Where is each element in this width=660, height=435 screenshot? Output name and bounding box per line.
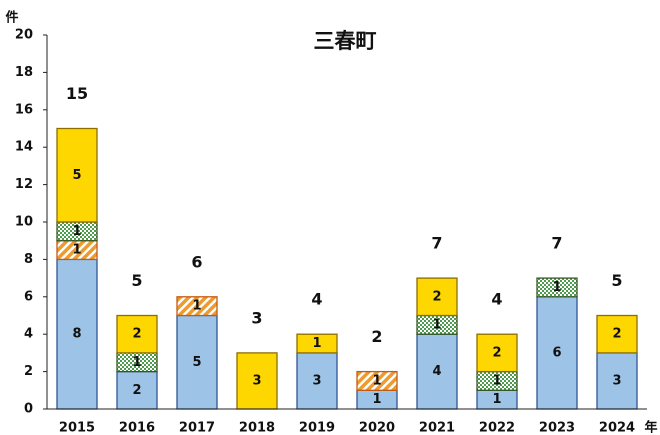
x-tick-label: 2017 <box>179 421 215 435</box>
bar-segment <box>476 333 518 373</box>
bar-segment <box>596 314 638 354</box>
segment-label: 1 <box>72 243 81 258</box>
segment-label: 3 <box>612 373 621 388</box>
segment-label: 1 <box>192 299 201 314</box>
segment-label: 1 <box>552 280 561 295</box>
y-tick-label: 10 <box>15 215 33 230</box>
segment-label: 6 <box>552 345 561 360</box>
segment-label: 3 <box>252 373 261 388</box>
bar-segment <box>176 296 218 317</box>
y-tick-label: 2 <box>24 364 33 379</box>
x-tick-label: 2022 <box>479 421 515 435</box>
total-label: 2 <box>371 327 382 346</box>
segment-label: 4 <box>432 364 441 379</box>
y-tick-label: 20 <box>15 28 33 43</box>
total-label: 5 <box>131 271 142 290</box>
total-label: 4 <box>311 290 322 309</box>
segment-label: 1 <box>372 373 381 388</box>
x-tick-label: 2015 <box>59 421 95 435</box>
x-tick-label: 2020 <box>359 421 395 435</box>
total-label: 3 <box>251 308 262 327</box>
segment-label: 5 <box>72 168 81 183</box>
bar-segment <box>296 352 338 410</box>
y-unit: 件 <box>5 10 18 26</box>
segment-label: 1 <box>72 224 81 239</box>
total-label: 4 <box>491 290 502 309</box>
segment-label: 1 <box>132 355 141 370</box>
segment-label: 2 <box>492 345 501 360</box>
bar-segment <box>56 127 98 223</box>
total-label: 5 <box>611 271 622 290</box>
total-label: 7 <box>551 234 562 253</box>
segment-label: 3 <box>312 373 321 388</box>
segment-label: 5 <box>192 355 201 370</box>
y-tick-label: 14 <box>15 140 33 155</box>
y-tick-label: 4 <box>24 327 33 342</box>
bar-segment <box>416 277 458 317</box>
total-label: 15 <box>66 84 88 103</box>
bar-segment <box>536 277 578 298</box>
x-tick-label: 2023 <box>539 421 575 435</box>
y-tick-label: 0 <box>24 402 33 417</box>
x-tick-label: 2016 <box>119 421 155 435</box>
total-label: 6 <box>191 252 202 271</box>
segment-label: 1 <box>492 392 501 407</box>
bar-segment <box>116 314 158 354</box>
y-tick-label: 16 <box>15 102 33 117</box>
y-tick-label: 18 <box>15 65 33 80</box>
segment-label: 2 <box>132 383 141 398</box>
y-tick-label: 12 <box>15 177 33 192</box>
segment-label: 8 <box>72 327 81 342</box>
bar-segment <box>176 314 218 410</box>
bar-segment <box>56 258 98 410</box>
y-tick-label: 6 <box>24 289 33 304</box>
bar-segment <box>416 333 458 410</box>
x-tick-label: 2024 <box>599 421 635 435</box>
x-tick-label: 2018 <box>239 421 275 435</box>
segment-label: 1 <box>492 373 501 388</box>
bar-segment <box>596 352 638 410</box>
x-tick-label: 2019 <box>299 421 335 435</box>
x-unit: 年 <box>644 420 657 435</box>
segment-label: 2 <box>612 327 621 342</box>
segment-label: 1 <box>372 392 381 407</box>
total-label: 7 <box>431 234 442 253</box>
segment-label: 1 <box>312 336 321 351</box>
bar-segment <box>236 352 278 410</box>
segment-label: 2 <box>432 289 441 304</box>
segment-label: 1 <box>432 317 441 332</box>
chart-title: 三春町 <box>314 29 377 53</box>
bar-segment <box>356 370 398 391</box>
segment-label: 2 <box>132 327 141 342</box>
bar-segment <box>536 296 578 410</box>
bar-segment <box>296 333 338 354</box>
y-tick-label: 8 <box>24 252 33 267</box>
x-tick-label: 2021 <box>419 421 455 435</box>
